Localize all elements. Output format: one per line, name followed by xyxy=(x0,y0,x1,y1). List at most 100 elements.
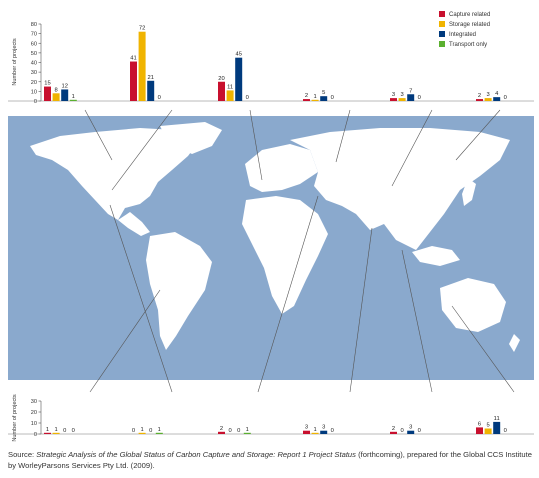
top-bar-group2-storage xyxy=(138,31,146,102)
bottom-data-label-group4-storage: 1 xyxy=(313,427,316,433)
connector-line-2 xyxy=(111,109,173,191)
legend-swatch-capture xyxy=(439,11,445,17)
legend-label-integrated: Integrated xyxy=(449,32,476,38)
bottom-data-label-group1-integrated: 0 xyxy=(63,428,66,434)
land-asia xyxy=(290,128,510,250)
top-tick-label: 60 xyxy=(31,41,37,47)
connector-line-7 xyxy=(89,289,161,393)
bottom-data-label-group1-storage: 1 xyxy=(54,427,57,433)
bottom-data-label-group6-integrated: 11 xyxy=(494,416,500,422)
top-data-label-group1-capture: 15 xyxy=(44,81,50,87)
top-data-label-group5-transport: 0 xyxy=(418,95,421,101)
top-y-axis-label: Number of projects xyxy=(12,38,18,85)
bottom-data-label-group5-transport: 0 xyxy=(418,428,421,434)
bottom-data-label-group3-storage: 0 xyxy=(228,428,231,434)
top-bar-group3-storage xyxy=(226,90,234,101)
bottom-bar-group5-integrated xyxy=(407,430,415,434)
land-africa xyxy=(242,196,328,314)
land-south-east-asia xyxy=(412,246,460,266)
top-bar-group4-integrated xyxy=(320,96,328,101)
top-data-label-group3-transport: 0 xyxy=(246,95,249,101)
bottom-tick-label: 20 xyxy=(31,410,37,416)
top-bar-group1-storage xyxy=(52,93,60,101)
bottom-bar-group2-transport xyxy=(155,432,163,434)
bottom-data-label-group2-capture: 0 xyxy=(132,428,135,434)
connector-line-6 xyxy=(455,109,501,161)
source-title: Strategic Analysis of the Global Status … xyxy=(36,450,356,459)
top-bar-group6-capture xyxy=(476,99,483,101)
top-data-label-group5-capture: 3 xyxy=(392,92,395,98)
source-prefix: Source: xyxy=(8,450,37,459)
top-data-label-group2-transport: 0 xyxy=(158,95,161,101)
top-tick-label: 0 xyxy=(34,99,37,105)
top-data-label-group6-integrated: 4 xyxy=(495,91,499,97)
bottom-data-label-group2-storage: 1 xyxy=(140,427,143,433)
top-data-label-group4-capture: 2 xyxy=(305,93,308,99)
bottom-bar-group1-capture xyxy=(44,432,51,434)
top-data-label-group1-transport: 1 xyxy=(72,94,75,100)
top-tick-label: 30 xyxy=(31,70,37,76)
land-north-america xyxy=(30,128,200,220)
top-bar-group1-transport xyxy=(69,99,77,101)
top-data-label-group1-integrated: 12 xyxy=(61,83,67,89)
bottom-bar-group4-capture xyxy=(303,430,310,434)
connector-line-3 xyxy=(249,109,263,181)
top-data-label-group1-storage: 8 xyxy=(54,87,57,93)
region-connector-lines xyxy=(84,109,515,393)
connector-line-9 xyxy=(257,195,319,393)
bottom-data-label-group4-integrated: 3 xyxy=(322,425,325,431)
top-data-label-group4-storage: 1 xyxy=(313,94,316,100)
top-bar-group4-storage xyxy=(311,99,319,101)
top-bar-group5-storage xyxy=(398,98,406,101)
top-data-label-group2-integrated: 21 xyxy=(147,75,153,81)
source-note: Source: Strategic Analysis of the Global… xyxy=(8,449,534,471)
top-bar-group2-capture xyxy=(130,61,137,101)
top-data-label-group5-storage: 3 xyxy=(400,92,403,98)
top-data-label-group3-integrated: 45 xyxy=(235,52,241,58)
top-bar-group5-capture xyxy=(390,98,397,101)
connector-line-5 xyxy=(391,109,433,187)
bottom-bar-group6-integrated xyxy=(493,421,501,434)
bottom-bar-group4-integrated xyxy=(320,430,328,434)
top-data-label-group4-integrated: 5 xyxy=(322,90,325,96)
bottom-data-label-group1-capture: 1 xyxy=(46,427,49,433)
bottom-bar-group1-storage xyxy=(52,432,60,434)
bottom-data-label-group3-transport: 1 xyxy=(246,427,249,433)
bottom-data-label-group5-capture: 2 xyxy=(392,426,395,432)
land-new-zealand xyxy=(509,334,520,352)
top-data-label-group6-storage: 3 xyxy=(486,92,489,98)
connector-line-11 xyxy=(401,249,433,393)
bottom-bar-group6-storage xyxy=(484,428,492,434)
bottom-data-label-group4-capture: 3 xyxy=(305,425,308,431)
top-bar-group1-integrated xyxy=(61,89,69,101)
bottom-data-label-group2-transport: 1 xyxy=(158,427,161,433)
land-greenland xyxy=(160,122,222,154)
top-tick-label: 20 xyxy=(31,80,37,86)
top-data-label-group4-transport: 0 xyxy=(331,95,334,101)
bottom-bar-group4-storage xyxy=(311,432,319,434)
legend-label-capture: Capture related xyxy=(449,12,490,18)
legend: Capture related Storage related Integrated… xyxy=(439,11,490,48)
bottom-bar-group5-capture xyxy=(390,431,397,434)
bottom-data-label-group2-integrated: 0 xyxy=(149,428,152,434)
bottom-data-label-group3-capture: 2 xyxy=(220,426,223,432)
land-australia xyxy=(440,278,506,332)
bottom-data-label-group6-transport: 0 xyxy=(504,428,507,434)
land-central-america xyxy=(118,212,150,236)
bottom-data-label-group5-integrated: 3 xyxy=(409,425,412,431)
legend-swatch-transport xyxy=(439,41,445,47)
top-bar-group3-integrated xyxy=(235,57,243,101)
legend-swatch-storage xyxy=(439,21,445,27)
connector-line-12 xyxy=(451,305,515,393)
top-tick-label: 70 xyxy=(31,32,37,38)
world-map xyxy=(8,116,534,380)
top-bar-group6-integrated xyxy=(493,97,501,101)
bottom-data-label-group5-storage: 0 xyxy=(400,428,403,434)
bottom-data-label-group4-transport: 0 xyxy=(331,428,334,434)
legend-label-transport: Transport only xyxy=(449,42,487,48)
